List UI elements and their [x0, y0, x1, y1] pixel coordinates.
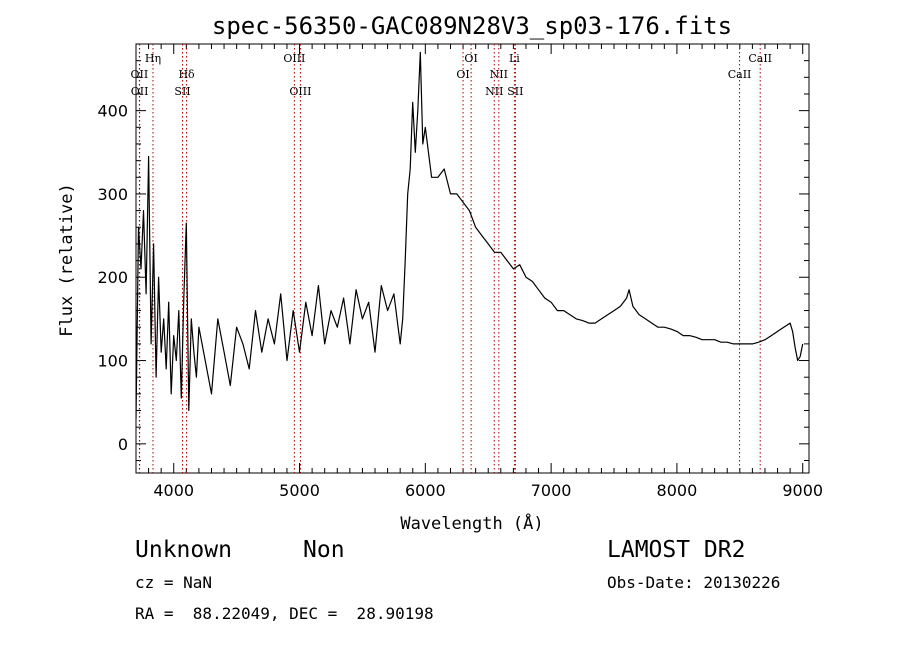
spectral-line-label: NII [490, 68, 508, 81]
spectral-line-label: OII [131, 85, 149, 98]
spectral-line-label: SII [174, 85, 190, 98]
spectral-line-label: OIII [289, 85, 311, 98]
x-tick-label: 6000 [405, 481, 446, 500]
plot-frame [135, 43, 810, 474]
x-tick-label: 7000 [531, 481, 572, 500]
cz-label: cz = NaN [135, 573, 213, 592]
plot-area: 4000 5000 6000 7000 8000 9000 0 100 200 300 400 Hη O… [97, 43, 823, 500]
x-axis-label: Wavelength (Å) [400, 512, 543, 534]
spectrum-line [136, 51, 804, 419]
spectral-line-label: CaII [748, 52, 772, 65]
y-tick-label: 300 [97, 185, 128, 204]
spectral-line-label: OI [464, 52, 477, 65]
spectral-line-label: OI [456, 68, 469, 81]
y-tick-label: 400 [97, 102, 128, 121]
coords-label: RA = 88.22049, DEC = 28.90198 [135, 604, 434, 623]
classification-label: Unknown [135, 537, 232, 563]
spectral-line-label: SII [507, 85, 523, 98]
spectral-line-label: Li [509, 52, 520, 65]
obs-date-label: Obs-Date: 20130226 [607, 573, 781, 592]
y-tick-label: 0 [118, 435, 128, 454]
chart-title: spec-56350-GAC089N28V3_sp03-176.fits [212, 12, 732, 40]
y-tick-label: 200 [97, 268, 128, 287]
survey-label: LAMOST DR2 [607, 537, 746, 563]
y-tick-label: 100 [97, 352, 128, 371]
x-tick-label: 5000 [279, 481, 320, 500]
y-axis-label: Flux (relative) [57, 183, 77, 337]
spectral-line-label: OII [131, 68, 149, 81]
x-tick-label: 9000 [782, 481, 823, 500]
subclass-label: Non [303, 537, 345, 563]
x-tick-label: 4000 [153, 481, 194, 500]
spectral-line-label: NII [485, 85, 503, 98]
spectral-line-label: Hη [145, 52, 161, 65]
spectral-line-label: Hδ [178, 68, 195, 81]
spectral-line-label: OIII [283, 52, 305, 65]
x-tick-label: 8000 [657, 481, 698, 500]
spectral-line-label: CaII [728, 68, 752, 81]
